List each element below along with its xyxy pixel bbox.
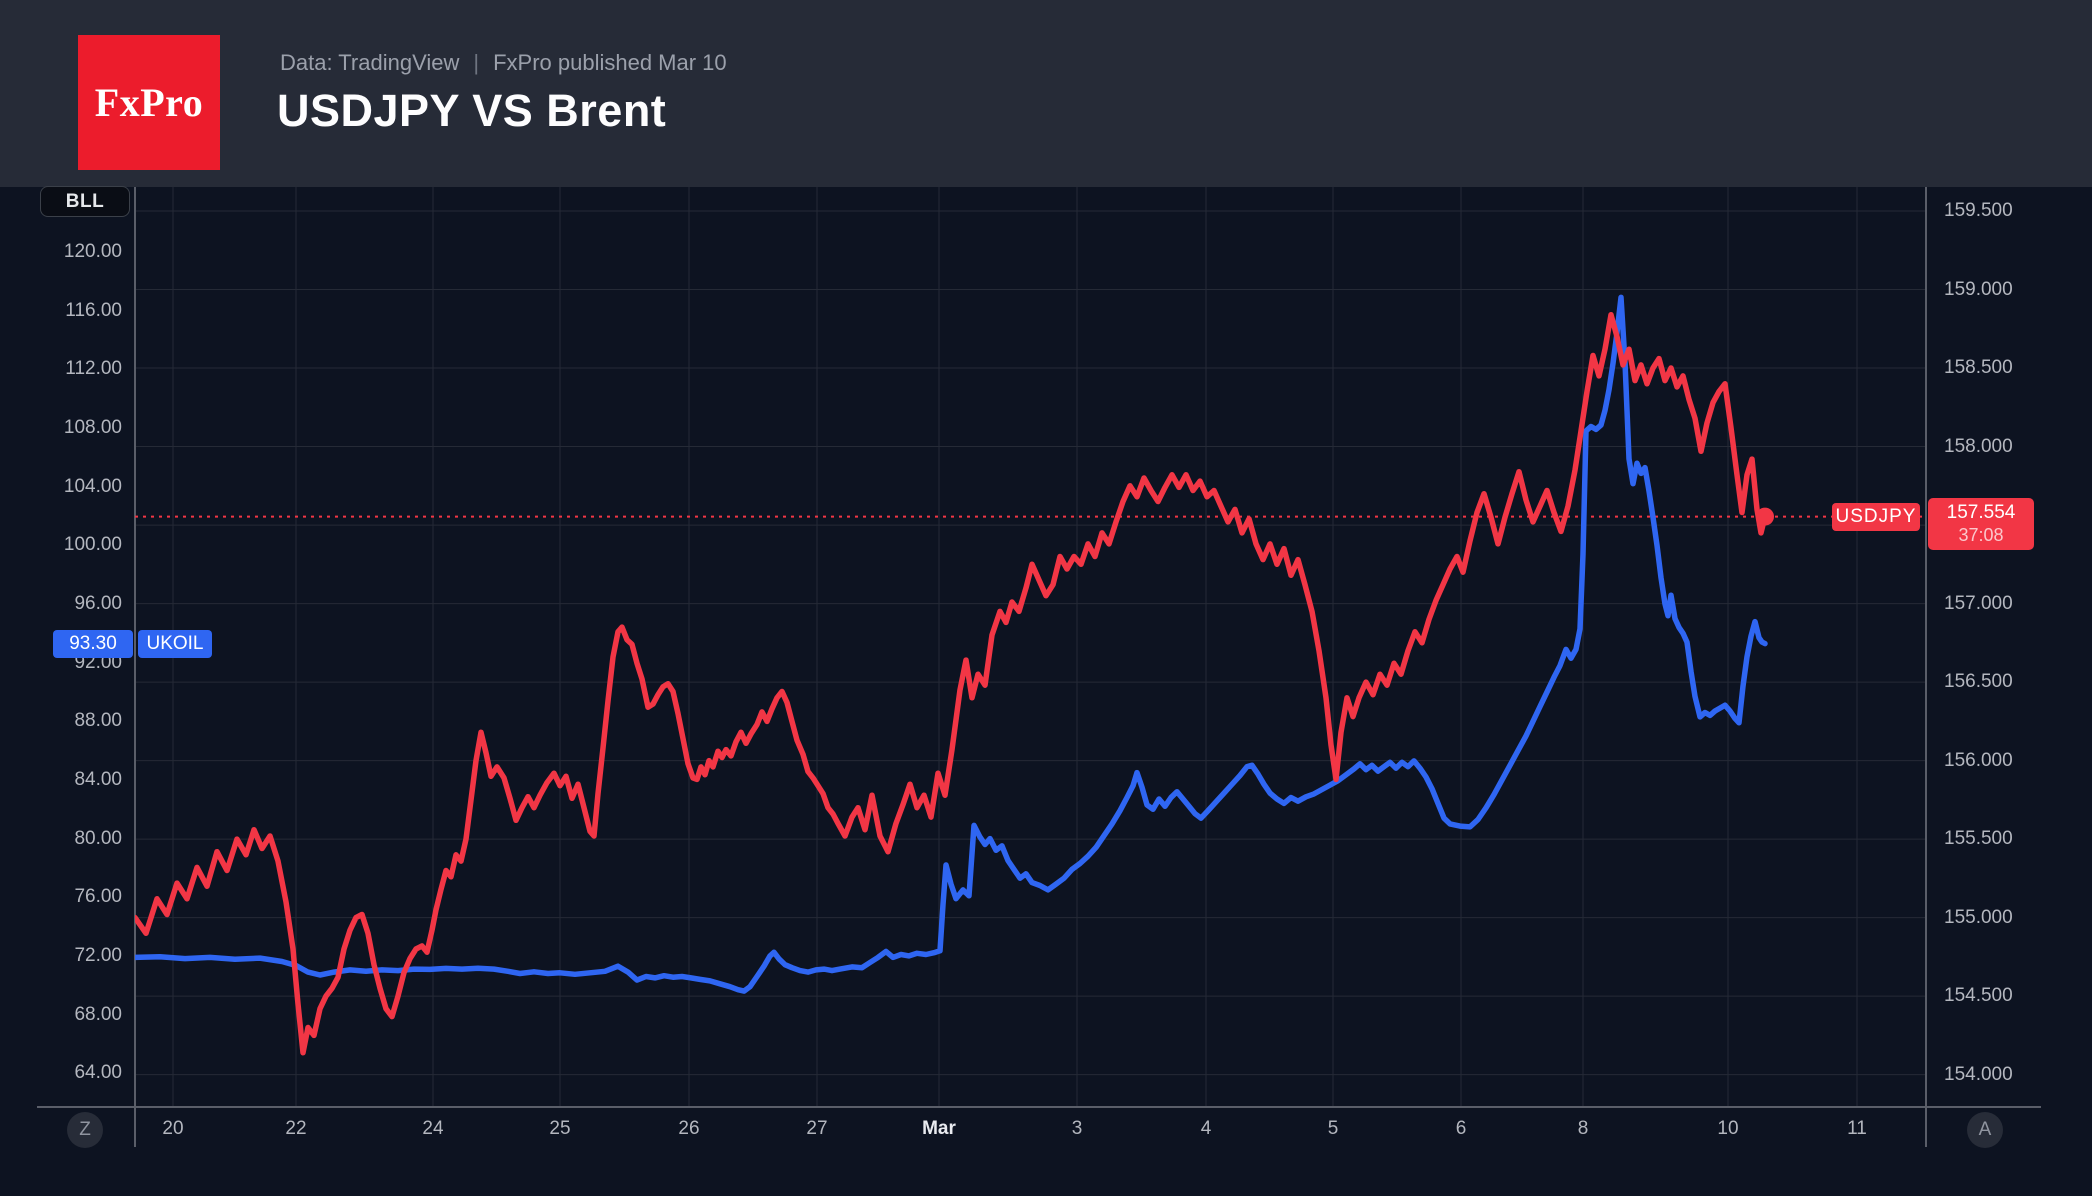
published-text: FxPro published Mar 10 [493, 50, 727, 75]
right-axis-tick: 156.500 [1944, 671, 2013, 693]
gridlines [135, 187, 1926, 1107]
usdjpy-name-tag: USDJPY [1832, 502, 1920, 531]
time-axis-tick: 25 [549, 1118, 571, 1139]
right-axis-tick: 154.500 [1944, 985, 2013, 1007]
right-axis-tick: 156.000 [1944, 749, 2013, 771]
usdjpy-bar-countdown: 37:08 [1958, 524, 2004, 545]
left-axis-tick: 112.00 [65, 358, 122, 380]
time-axis-tick: 4 [1200, 1118, 1212, 1139]
left-axis-tick: 96.00 [74, 592, 122, 614]
ukoil-line [135, 294, 1768, 994]
ukoil-name-tag: UKOIL [138, 629, 212, 658]
time-axis-tick: 24 [422, 1118, 444, 1139]
time-axis-tick: Mar [922, 1118, 956, 1139]
ukoil-price-tag: 93.30 [53, 629, 133, 658]
left-axis-tick: 72.00 [74, 944, 122, 966]
time-axis-tick: 22 [285, 1118, 307, 1139]
fxpro-logo: FxPro [78, 35, 220, 170]
time-axis-tick: 5 [1327, 1118, 1339, 1139]
left-axis-tick: 116.00 [65, 299, 122, 321]
data-source-text: Data: TradingView [280, 50, 460, 75]
left-axis-tick: 76.00 [74, 886, 122, 908]
time-axis-tick: 6 [1455, 1118, 1467, 1139]
time-axis-tick: 26 [678, 1118, 700, 1139]
usdjpy-last-price: 157.554 [1946, 501, 2016, 523]
scroll-right-button[interactable]: A [1967, 1112, 2003, 1148]
time-axis-tick: 27 [806, 1118, 828, 1139]
axis-boundary-lines [37, 187, 2041, 1147]
left-axis-tick: 84.00 [74, 768, 122, 790]
page-title: USDJPY VS Brent [277, 85, 667, 136]
right-axis-tick: 158.000 [1944, 435, 2013, 457]
scroll-left-button[interactable]: Z [67, 1112, 103, 1148]
usdjpy-price-tag: 157.554 37:08 [1928, 497, 2034, 550]
time-axis-tick: 10 [1717, 1118, 1739, 1139]
source-line: Data: TradingView | FxPro published Mar 10 [280, 50, 727, 76]
left-axis-tick: 100.00 [63, 534, 122, 556]
right-axis-tick: 157.000 [1944, 592, 2013, 614]
time-axis-tick: 20 [162, 1118, 184, 1139]
usdjpy-last-price-dot [1756, 507, 1774, 526]
right-axis-tick: 155.000 [1944, 906, 2013, 928]
time-axis-tick: 11 [1847, 1118, 1867, 1139]
left-axis-tick: 120.00 [63, 240, 122, 262]
chart-canvas[interactable] [135, 187, 1926, 1107]
right-axis-tick: 159.000 [1944, 278, 2013, 300]
time-axis-tick: 8 [1577, 1118, 1589, 1139]
fxpro-logo-text: FxPro [94, 80, 204, 125]
left-axis-tick: 88.00 [74, 710, 122, 732]
right-axis-tick: 155.500 [1944, 828, 2013, 850]
right-price-axis[interactable] [1926, 187, 2092, 1107]
left-axis-tick: 108.00 [63, 416, 122, 438]
header-bar: FxPro Data: TradingView | FxPro published … [0, 0, 2092, 187]
left-axis-tick: 104.00 [63, 475, 122, 497]
time-axis[interactable] [0, 1107, 2092, 1196]
usdjpy-line [135, 311, 1768, 1056]
separator: | [473, 50, 480, 75]
time-axis-tick: 3 [1071, 1118, 1083, 1139]
right-axis-tick: 158.500 [1944, 357, 2013, 379]
left-axis-tick: 80.00 [74, 827, 122, 849]
left-axis-unit-button[interactable]: BLL [40, 186, 130, 217]
right-axis-tick: 159.500 [1944, 200, 2013, 222]
left-axis-tick: 64.00 [74, 1062, 122, 1084]
right-axis-tick: 154.000 [1944, 1063, 2013, 1085]
left-axis-tick: 68.00 [74, 1003, 122, 1025]
